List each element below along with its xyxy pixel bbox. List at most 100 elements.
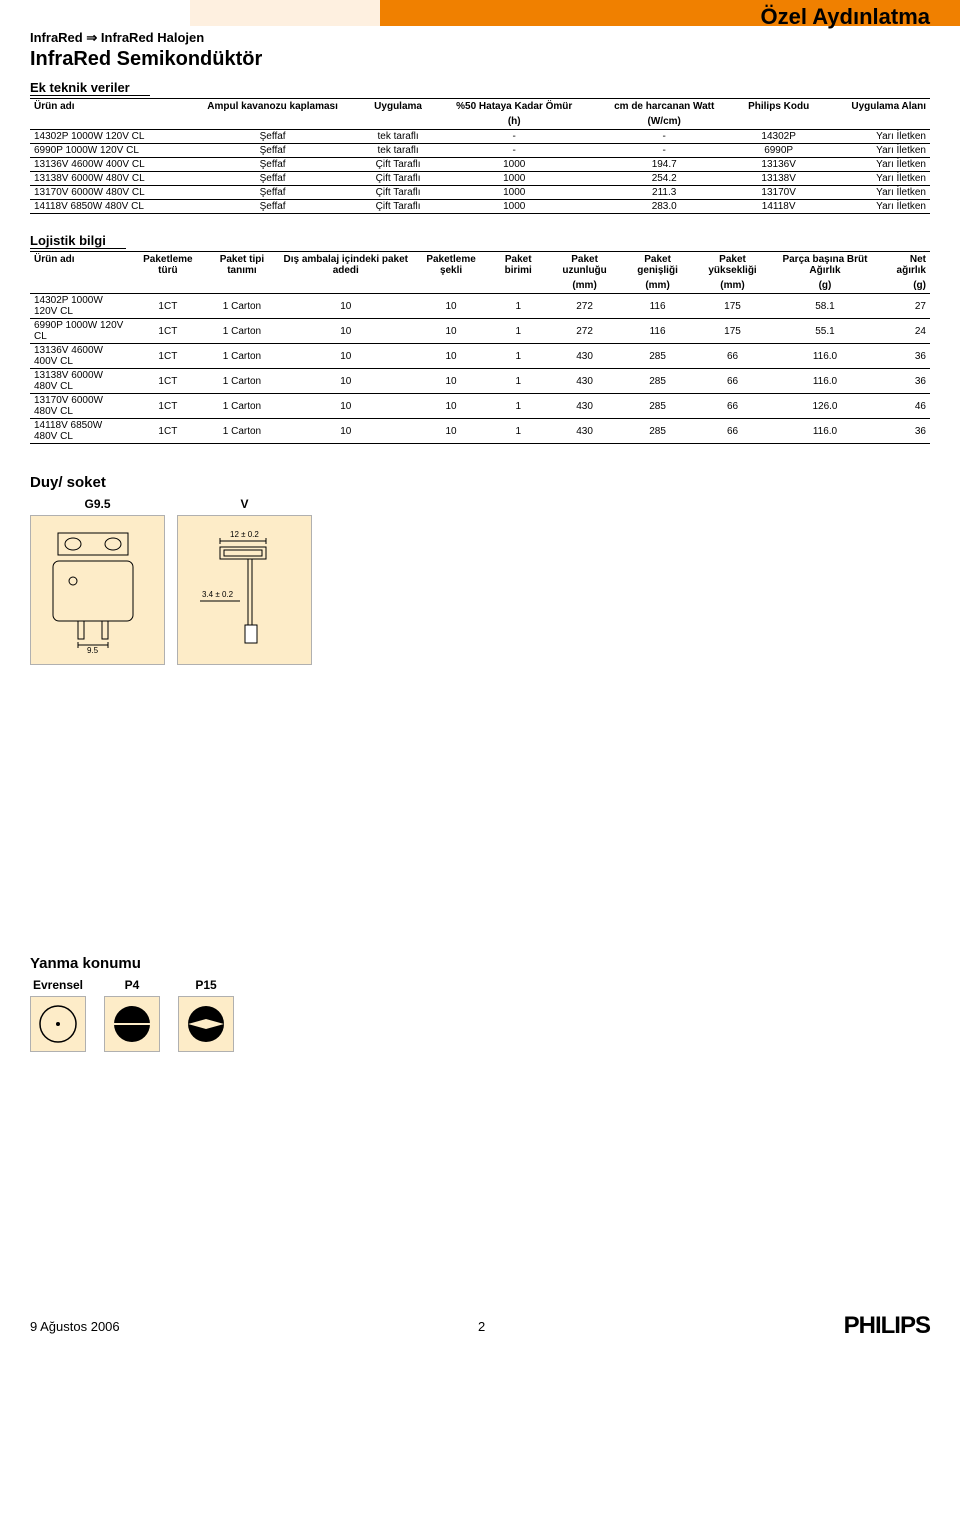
log-unit-3 (279, 278, 413, 294)
table-cell: 10 (413, 319, 490, 344)
table-cell: 1 (489, 319, 547, 344)
log-table: Ürün adı Paketleme türü Paket tipi tanım… (30, 251, 930, 444)
table-cell: 14118V (734, 200, 823, 214)
table-row: 14302P 1000W 120V CL1CT1 Carton101012721… (30, 294, 930, 319)
table-cell: Yarı İletken (823, 186, 930, 200)
table-cell: Yarı İletken (823, 200, 930, 214)
table-cell: 14302P (734, 130, 823, 144)
log-tbody: 14302P 1000W 120V CL1CT1 Carton101012721… (30, 294, 930, 444)
table-cell: 272 (547, 294, 622, 319)
table-row: 6990P 1000W 120V CLŞeffaftek taraflı--69… (30, 144, 930, 158)
table-cell: 285 (622, 419, 693, 444)
log-unit-10: (g) (878, 278, 930, 294)
table-cell: 66 (693, 344, 772, 369)
table-cell: 24 (878, 319, 930, 344)
table-cell: 1000 (434, 186, 594, 200)
table-cell: 116.0 (772, 419, 878, 444)
table-cell: 272 (547, 319, 622, 344)
table-cell: 13170V 6000W 480V CL (30, 186, 183, 200)
main-title: InfraRed Semikondüktör (30, 48, 930, 71)
tech-table: Ürün adı Ampul kavanozu kaplaması Uygula… (30, 98, 930, 214)
table-cell: 430 (547, 419, 622, 444)
table-cell: 430 (547, 394, 622, 419)
burn-icon-universal (30, 996, 86, 1052)
table-cell: 1 (489, 369, 547, 394)
log-col-6: Paket uzunluğu (547, 252, 622, 279)
table-cell: 66 (693, 419, 772, 444)
table-cell: 1 (489, 394, 547, 419)
tech-table-section: Ek teknik veriler Ürün adı Ampul kavanoz… (30, 79, 930, 214)
table-cell: 10 (279, 294, 413, 319)
socket-v-svg: 12 ± 0.2 3.4 ± 0.2 (190, 525, 300, 655)
log-col-10: Net ağırlık (878, 252, 930, 279)
table-cell: tek taraflı (362, 130, 434, 144)
table-cell: Çift Taraflı (362, 158, 434, 172)
table-cell: 10 (413, 394, 490, 419)
table-cell: - (434, 130, 594, 144)
table-cell: 14302P 1000W 120V CL (30, 130, 183, 144)
table-cell: 116 (622, 294, 693, 319)
log-col-9: Parça başına Brüt Ağırlık (772, 252, 878, 279)
table-cell: 1 Carton (205, 419, 279, 444)
log-unit-4 (413, 278, 490, 294)
table-cell: 1 (489, 419, 547, 444)
tech-section-title: Ek teknik veriler (30, 80, 150, 96)
table-cell: Çift Taraflı (362, 172, 434, 186)
log-col-7: Paket genişliği (622, 252, 693, 279)
log-col-8: Paket yüksekliği (693, 252, 772, 279)
table-cell: 1 Carton (205, 319, 279, 344)
tech-col-5: Philips Kodu (734, 99, 823, 115)
burn-label-2: P15 (178, 978, 234, 992)
table-cell: 194.7 (594, 158, 734, 172)
table-cell: 1 (489, 294, 547, 319)
log-unit-1 (131, 278, 205, 294)
log-col-2: Paket tipi tanımı (205, 252, 279, 279)
log-unit-8: (mm) (693, 278, 772, 294)
footer-date: 9 Ağustos 2006 (30, 1319, 120, 1334)
table-cell: 116 (622, 319, 693, 344)
table-cell: 13136V 4600W 400V CL (30, 344, 131, 369)
table-cell: 1 Carton (205, 344, 279, 369)
table-cell: Şeffaf (183, 200, 362, 214)
socket-diagram-v: 12 ± 0.2 3.4 ± 0.2 (177, 515, 312, 665)
table-cell: 13136V 4600W 400V CL (30, 158, 183, 172)
table-row: 13170V 6000W 480V CLŞeffafÇift Taraflı10… (30, 186, 930, 200)
table-cell: 6990P 1000W 120V CL (30, 144, 183, 158)
table-cell: Çift Taraflı (362, 186, 434, 200)
table-cell: - (434, 144, 594, 158)
table-cell: 13170V 6000W 480V CL (30, 394, 131, 419)
table-cell: Çift Taraflı (362, 200, 434, 214)
table-cell: 285 (622, 394, 693, 419)
log-col-4: Paketleme şekli (413, 252, 490, 279)
table-cell: 55.1 (772, 319, 878, 344)
table-cell: 6990P 1000W 120V CL (30, 319, 131, 344)
table-cell: 27 (878, 294, 930, 319)
table-cell: - (594, 144, 734, 158)
table-cell: Yarı İletken (823, 144, 930, 158)
burn-col-1: P4 (104, 978, 160, 1052)
log-unit-9: (g) (772, 278, 878, 294)
table-cell: 285 (622, 369, 693, 394)
table-cell: 1 Carton (205, 394, 279, 419)
table-cell: Yarı İletken (823, 172, 930, 186)
table-cell: 14118V 6850W 480V CL (30, 200, 183, 214)
tech-col-0: Ürün adı (30, 99, 183, 115)
tech-unit-6 (823, 114, 930, 130)
log-col-5: Paket birimi (489, 252, 547, 279)
table-cell: 1000 (434, 172, 594, 186)
socket-col-v: V 12 ± 0.2 3.4 ± 0.2 (177, 497, 312, 665)
tech-col-4: cm de harcanan Watt (594, 99, 734, 115)
log-unit-6: (mm) (547, 278, 622, 294)
log-unit-7: (mm) (622, 278, 693, 294)
tech-col-1: Ampul kavanozu kaplaması (183, 99, 362, 115)
socket-label-1: V (177, 497, 312, 511)
tech-unit-3: (h) (434, 114, 594, 130)
table-cell: Şeffaf (183, 158, 362, 172)
socket-g95-svg: 9.5 (43, 525, 153, 655)
table-cell: 285 (622, 344, 693, 369)
table-cell: 66 (693, 369, 772, 394)
table-cell: 116.0 (772, 369, 878, 394)
table-cell: 254.2 (594, 172, 734, 186)
burn-label-1: P4 (104, 978, 160, 992)
table-cell: 10 (279, 369, 413, 394)
